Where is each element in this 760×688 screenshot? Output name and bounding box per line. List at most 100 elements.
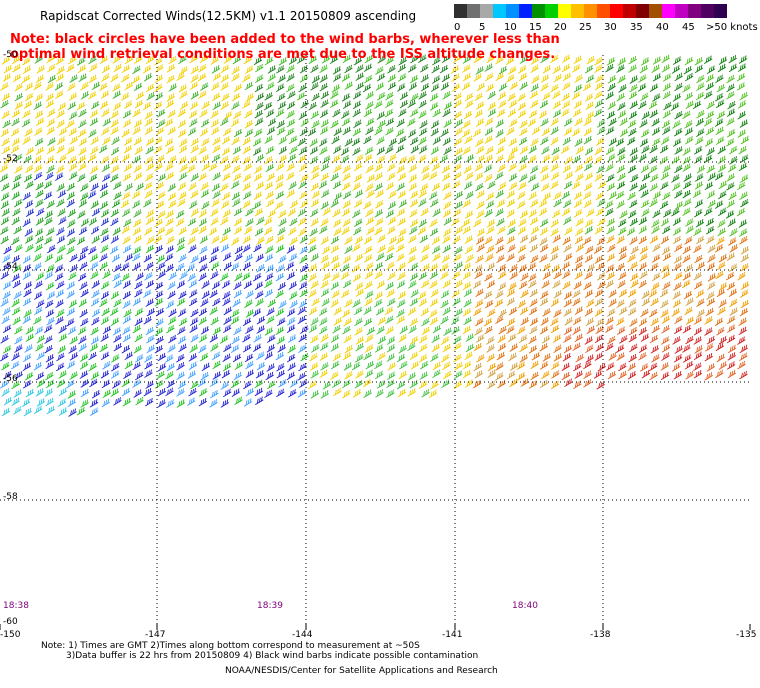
wind-barb bbox=[298, 111, 308, 120]
wind-barb bbox=[538, 207, 548, 217]
wind-barb bbox=[11, 137, 21, 147]
wind-barb bbox=[24, 235, 34, 244]
wind-barb bbox=[661, 54, 670, 64]
wind-barb bbox=[287, 362, 296, 371]
wind-barb bbox=[595, 191, 604, 201]
wind-barb bbox=[320, 90, 330, 100]
wind-barb bbox=[497, 263, 507, 273]
wind-barb bbox=[318, 138, 328, 147]
wind-barb bbox=[286, 317, 296, 326]
wind-barb bbox=[439, 154, 449, 163]
wind-barb bbox=[618, 245, 628, 255]
wind-barb bbox=[462, 199, 471, 208]
wind-barb bbox=[377, 234, 386, 244]
wind-barb bbox=[101, 155, 110, 164]
wind-barb bbox=[255, 290, 264, 299]
wind-barb bbox=[91, 289, 100, 299]
wind-barb bbox=[461, 82, 471, 91]
wind-barb bbox=[340, 147, 350, 156]
wind-barb bbox=[716, 99, 725, 109]
wind-barb bbox=[717, 227, 726, 237]
wind-barb bbox=[45, 99, 55, 109]
wind-barb bbox=[542, 65, 552, 74]
wind-barb bbox=[100, 333, 109, 342]
wind-barb bbox=[476, 82, 486, 92]
wind-barb bbox=[553, 74, 562, 83]
wind-barb bbox=[277, 282, 287, 291]
wind-barb bbox=[220, 243, 230, 253]
wind-barb bbox=[540, 74, 550, 83]
wind-barb bbox=[660, 362, 669, 371]
wind-barb bbox=[102, 118, 112, 127]
wind-barb bbox=[242, 261, 252, 271]
wind-barb bbox=[726, 138, 735, 147]
wind-barb bbox=[616, 200, 625, 209]
wind-barb bbox=[200, 326, 210, 335]
wind-barb bbox=[419, 183, 429, 192]
wind-barb bbox=[397, 172, 407, 182]
wind-barb bbox=[718, 336, 728, 345]
wind-barb bbox=[729, 298, 738, 308]
wind-barb bbox=[168, 316, 177, 325]
wind-barb bbox=[682, 272, 692, 281]
wind-barb bbox=[55, 56, 65, 65]
wind-barb bbox=[683, 290, 693, 300]
wind-barb bbox=[739, 236, 748, 245]
wind-barb bbox=[234, 252, 243, 262]
wind-barb bbox=[395, 128, 405, 137]
wind-barb bbox=[540, 118, 549, 127]
wind-barb bbox=[531, 75, 540, 84]
wind-barb bbox=[638, 279, 647, 289]
wind-barb bbox=[661, 246, 671, 255]
wind-barb bbox=[46, 291, 56, 300]
wind-barb bbox=[617, 147, 626, 156]
wind-barb bbox=[674, 164, 683, 174]
wind-barb bbox=[671, 65, 681, 74]
wind-barb bbox=[661, 136, 670, 145]
wind-barb bbox=[100, 90, 110, 99]
wind-barb bbox=[354, 189, 364, 199]
wind-barb bbox=[673, 262, 682, 271]
wind-barb bbox=[651, 219, 660, 228]
wind-barb bbox=[211, 92, 221, 102]
wind-barb bbox=[233, 172, 242, 182]
wind-barb bbox=[2, 307, 11, 316]
wind-barb bbox=[682, 344, 691, 353]
wind-barb bbox=[442, 235, 451, 244]
wind-barb bbox=[332, 218, 342, 228]
wind-barb bbox=[682, 207, 691, 217]
wind-barb bbox=[682, 254, 691, 264]
wind-barb bbox=[110, 126, 119, 136]
wind-barb bbox=[571, 128, 581, 137]
wind-barb bbox=[11, 352, 20, 361]
wind-barb bbox=[462, 281, 472, 291]
wind-barb bbox=[605, 126, 615, 135]
wind-barb bbox=[649, 262, 659, 272]
wind-barb bbox=[484, 135, 493, 144]
wind-barb bbox=[200, 189, 210, 198]
wind-barb bbox=[165, 245, 175, 254]
wind-barb bbox=[718, 299, 727, 308]
wind-barb bbox=[617, 75, 626, 84]
wind-barb bbox=[464, 135, 473, 145]
lat-label-60: -60 bbox=[3, 617, 18, 627]
wind-barb bbox=[288, 56, 298, 65]
wind-barb bbox=[473, 73, 482, 82]
wind-barb bbox=[684, 306, 693, 316]
wind-barb bbox=[396, 280, 406, 289]
wind-barb bbox=[461, 129, 471, 138]
wind-barb bbox=[109, 245, 119, 255]
wind-barb bbox=[376, 252, 385, 262]
wind-barb bbox=[24, 200, 34, 209]
wind-barb bbox=[55, 289, 65, 298]
wind-barb bbox=[740, 299, 750, 309]
wind-barb bbox=[398, 199, 408, 208]
legend-swatch bbox=[532, 4, 545, 18]
wind-barb bbox=[409, 190, 419, 200]
wind-barb bbox=[353, 173, 363, 183]
wind-barb bbox=[486, 336, 495, 345]
wind-barb bbox=[189, 344, 198, 353]
wind-barb bbox=[663, 101, 672, 111]
wind-barb bbox=[200, 82, 209, 91]
wind-barb bbox=[364, 54, 374, 64]
